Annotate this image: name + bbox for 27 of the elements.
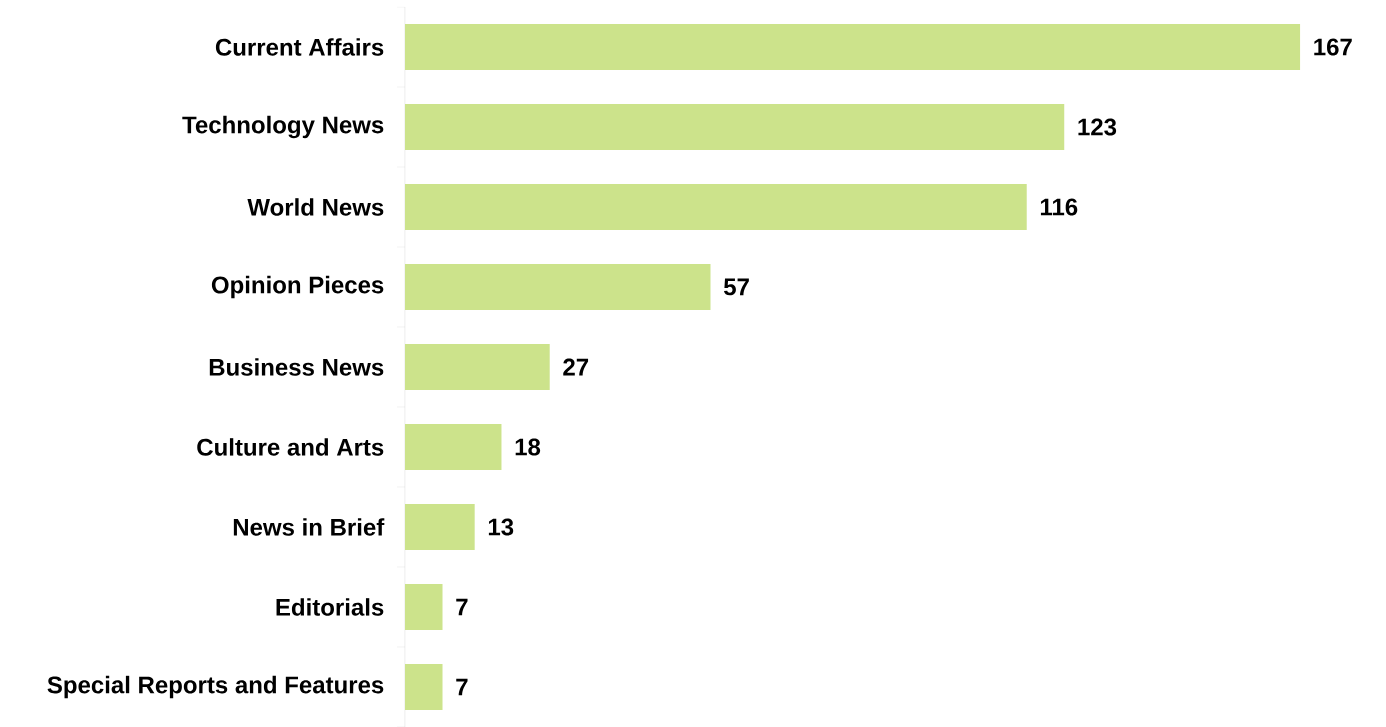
bar [405,184,1027,230]
data-label: 18 [515,438,541,456]
bar [405,664,443,710]
bar [405,264,711,310]
bar [405,24,1301,71]
y-tick-label: Editorials [276,598,384,616]
y-tick-label: Culture and Arts [197,438,384,456]
data-label: 27 [563,358,589,376]
y-tick-label: News in Brief [233,518,385,536]
data-label: 116 [1040,198,1078,216]
y-tick-label: World News [247,198,384,216]
bar [405,104,1065,151]
data-label: 123 [1078,118,1117,136]
bar [405,344,550,390]
y-tick-label: Technology News [182,115,384,139]
y-tick-label: Special Reports and Features [47,675,384,699]
bar [405,503,475,550]
data-label: 13 [488,518,514,536]
bar [405,584,443,630]
data-label: 57 [723,278,749,296]
y-tick-label: Opinion Pieces [211,275,384,299]
bar [405,424,502,470]
y-tick-label: Business News [209,358,384,376]
data-label: 167 [1314,38,1352,56]
data-label: 7 [456,678,468,696]
data-label: 7 [456,598,468,616]
y-tick-label: Current Affairs [215,38,384,56]
